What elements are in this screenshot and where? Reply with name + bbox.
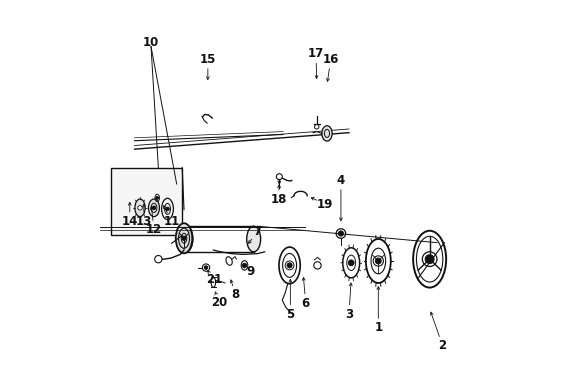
Text: 20: 20 [211,296,227,308]
Circle shape [276,174,282,180]
Text: 5: 5 [286,308,294,321]
Circle shape [425,255,434,263]
Ellipse shape [135,199,145,217]
Text: 17: 17 [308,47,324,60]
Circle shape [287,263,292,268]
Ellipse shape [148,199,160,217]
Text: 6: 6 [302,297,310,309]
Text: 8: 8 [231,288,239,301]
Text: 14: 14 [122,215,138,228]
Circle shape [422,252,437,266]
Text: 2: 2 [439,339,447,352]
Circle shape [204,266,208,269]
Text: 18: 18 [271,193,287,206]
Circle shape [375,258,381,264]
Circle shape [338,231,344,236]
Ellipse shape [226,257,232,265]
Ellipse shape [176,223,192,253]
Ellipse shape [322,126,332,141]
Circle shape [182,236,186,240]
Text: 16: 16 [323,53,339,66]
Text: 13: 13 [136,215,152,228]
Text: 11: 11 [164,215,179,228]
Circle shape [315,125,319,129]
Ellipse shape [179,226,193,252]
Ellipse shape [247,226,260,252]
Ellipse shape [241,261,248,270]
Circle shape [336,229,346,238]
Text: 19: 19 [317,198,333,210]
Circle shape [166,207,169,211]
Text: 1: 1 [374,321,383,334]
Text: 10: 10 [143,36,159,49]
Text: 4: 4 [337,174,345,187]
Circle shape [156,197,158,199]
Circle shape [285,261,294,270]
Text: 9: 9 [246,265,254,279]
Circle shape [203,264,209,271]
Circle shape [155,255,162,263]
Circle shape [314,262,321,269]
Text: 7: 7 [253,225,261,238]
Text: 15: 15 [200,53,216,66]
FancyBboxPatch shape [111,167,182,235]
Text: 3: 3 [345,308,353,321]
Circle shape [348,260,354,266]
Text: 21: 21 [207,273,222,286]
Ellipse shape [211,277,216,287]
Circle shape [152,206,156,210]
Circle shape [138,206,142,210]
Circle shape [373,256,383,266]
Circle shape [242,263,247,268]
Text: 12: 12 [146,223,162,236]
